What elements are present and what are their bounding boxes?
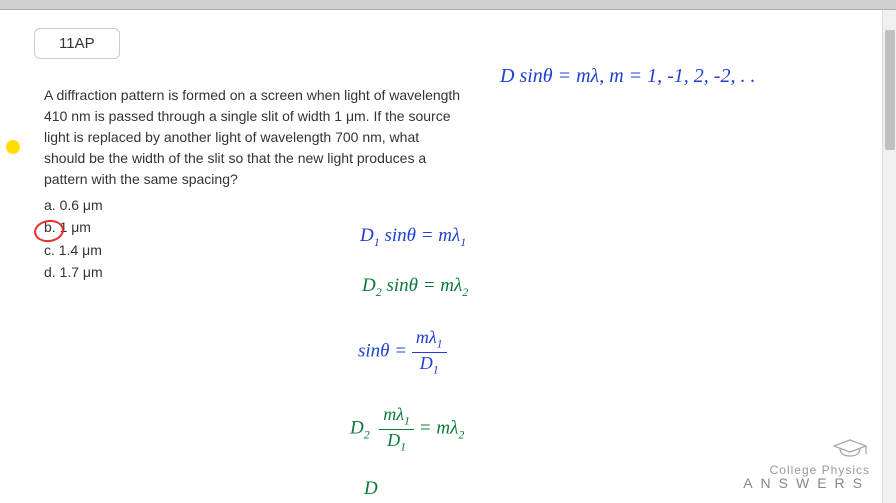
eq3-num: mλ [416, 327, 437, 347]
eq4-d: D [350, 418, 364, 439]
eq1-msub: 1 [460, 235, 466, 249]
highlight-dot-icon [6, 140, 20, 154]
eq4-numsub: 1 [404, 414, 410, 428]
formula-eq5: D [364, 478, 378, 500]
problem-label: 11AP [59, 35, 95, 52]
formula-eq2: D2 sinθ = mλ2 [362, 275, 468, 300]
logo: College Physics ANSWERS [743, 438, 870, 491]
question-area: A diffraction pattern is formed on a scr… [44, 85, 876, 284]
eq3-frac: mλ1 D1 [412, 328, 447, 377]
logo-line2: ANSWERS [743, 475, 870, 491]
eq2-msub: 2 [462, 285, 468, 299]
formula-eq1: D1 sinθ = mλ1 [360, 225, 466, 250]
eq3-densub: 1 [433, 362, 439, 376]
eq4-densub: 1 [400, 439, 406, 453]
eq1-mid: sinθ = mλ [380, 225, 461, 246]
eq5-d: D [364, 478, 378, 499]
eq3-den: D [420, 353, 433, 373]
eq1-d: D [360, 225, 374, 246]
eq4-rsub: 2 [458, 427, 464, 441]
formula-eq4: D2 mλ1 D1 = mλ2 [350, 405, 464, 454]
eq2-mid: sinθ = mλ [382, 275, 463, 296]
eq2-d: D [362, 275, 376, 296]
eq4-dsub: 2 [364, 427, 370, 441]
eq3-numsub: 1 [437, 337, 443, 351]
window-titlebar [0, 0, 896, 10]
choice-a: a. 0.6 μm [44, 194, 876, 216]
eq4-num: mλ [383, 404, 404, 424]
problem-label-box: 11AP [34, 28, 120, 59]
graduation-cap-icon [743, 438, 870, 460]
eq4-rhs: = mλ [419, 418, 459, 439]
content-area: 11AP A diffraction pattern is formed on … [0, 10, 896, 503]
formula-main: D sinθ = mλ, m = 1, -1, 2, -2, . . [500, 65, 755, 88]
eq4-frac: mλ1 D1 [379, 405, 414, 454]
formula-eq3: sinθ = mλ1 D1 [358, 328, 447, 377]
eq4-den: D [387, 430, 400, 450]
question-text: A diffraction pattern is formed on a scr… [44, 85, 464, 190]
eq3-lhs: sinθ = [358, 341, 412, 362]
